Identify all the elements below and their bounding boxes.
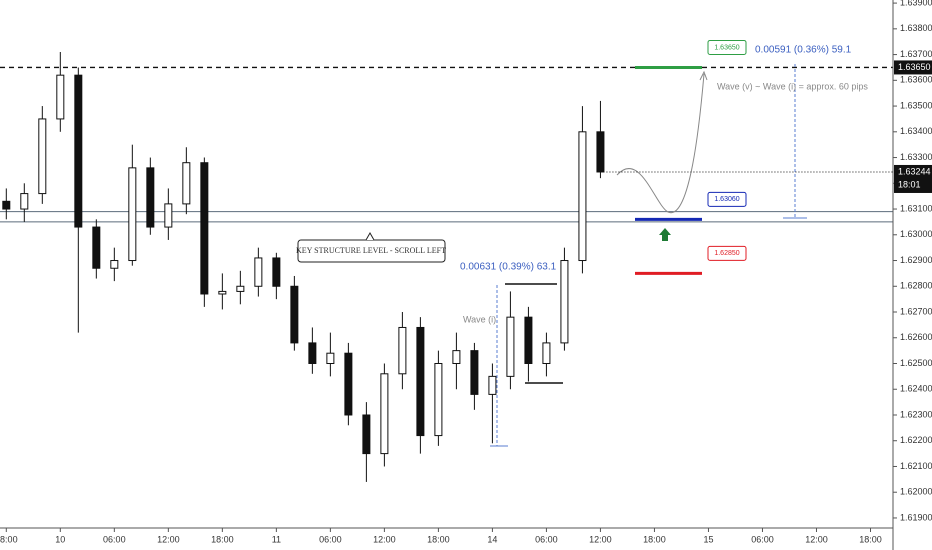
last-price-box	[894, 164, 932, 193]
candle-body	[578, 131, 587, 262]
y-tick-label: 1.63000	[900, 229, 932, 239]
measure-text: 0.00631 (0.39%) 63.1	[460, 262, 557, 273]
y-tick-label: 1.63400	[900, 126, 932, 136]
y-tick-label: 1.62800	[900, 281, 932, 291]
candle-body	[146, 167, 155, 228]
candle-body	[200, 162, 209, 295]
candle-body	[362, 414, 371, 455]
y-tick-label: 1.61900	[900, 512, 932, 522]
x-tick-label: 10	[55, 534, 65, 544]
candle-body	[218, 290, 227, 295]
x-tick-label: 12:00	[805, 534, 828, 544]
candle-body	[434, 362, 443, 437]
candle-body	[470, 350, 479, 395]
wave-label: Wave (i)	[463, 314, 496, 324]
y-tick-label: 1.62600	[900, 332, 932, 342]
plot-area	[0, 52, 893, 482]
y-tick-label: 1.63700	[900, 49, 932, 59]
x-tick-label: 06:00	[535, 534, 558, 544]
x-tick-label: 14	[487, 534, 497, 544]
price-axis-level-label: 1.63650	[898, 62, 931, 72]
candle-body	[182, 162, 191, 205]
candle-body	[344, 352, 353, 416]
x-tick-label: 18:00	[643, 534, 666, 544]
x-tick-label: 18:00	[211, 534, 234, 544]
candle-body	[290, 285, 299, 344]
last-price-label: 1.63244	[898, 166, 931, 176]
annotations: KEY STRUCTURE LEVEL - SCROLL LEFT 0.0063…	[296, 45, 868, 447]
candle-body	[326, 352, 335, 364]
candle-body	[38, 118, 47, 195]
y-tick-label: 1.62200	[900, 435, 932, 445]
y-tick-label: 1.62400	[900, 384, 932, 394]
x-tick-label: 11	[272, 534, 281, 544]
y-tick-label: 1.63900	[900, 0, 932, 7]
candle-body	[110, 260, 119, 269]
candle-body	[542, 342, 551, 364]
candle-body	[128, 167, 137, 262]
candle-body	[416, 326, 425, 437]
y-tick-label: 1.63300	[900, 152, 932, 162]
candle-body	[254, 257, 263, 287]
y-tick-label: 1.63100	[900, 203, 932, 213]
x-tick-label: 06:00	[319, 534, 342, 544]
candle-body	[272, 257, 281, 287]
y-tick-label: 1.62000	[900, 487, 932, 497]
level-label: 1.62850	[714, 250, 739, 257]
y-tick-label: 1.62900	[900, 255, 932, 265]
x-tick-label: 06:00	[103, 534, 126, 544]
candle-body	[92, 226, 101, 269]
candle-body	[236, 285, 245, 292]
candle-body	[380, 373, 389, 455]
wave-label: Wave (v) ~ Wave (i) = approx. 60 pips	[717, 81, 868, 91]
x-tick-label: 12:00	[589, 534, 612, 544]
candle-body	[488, 375, 497, 395]
x-tick-label: 18:00	[0, 534, 18, 544]
level-label: 1.63650	[714, 44, 739, 51]
y-tick-label: 1.63800	[900, 23, 932, 33]
y-tick-label: 1.62700	[900, 306, 932, 316]
level-box	[707, 191, 747, 207]
candle-body	[74, 74, 83, 228]
y-tick-label: 1.62500	[900, 358, 932, 368]
candle-body	[2, 200, 11, 210]
candle-body	[524, 316, 533, 364]
x-tick-label: 15	[703, 534, 713, 544]
y-tick-label: 1.63500	[900, 100, 932, 110]
key-level-pointer	[365, 231, 375, 241]
key-level-text: KEY STRUCTURE LEVEL - SCROLL LEFT	[296, 246, 446, 255]
candle-body	[164, 203, 173, 228]
candle-body	[452, 350, 461, 364]
candle-body	[560, 260, 569, 344]
price-axis-level-box	[894, 60, 932, 75]
x-tick-label: 12:00	[157, 534, 180, 544]
candle-body	[506, 316, 515, 377]
projection-curve	[616, 73, 705, 213]
measure-text: 0.00591 (0.36%) 59.1	[755, 45, 852, 56]
level-label: 1.63060	[714, 196, 739, 203]
y-tick-label: 1.62300	[900, 409, 932, 419]
curve-arrowhead	[699, 70, 708, 81]
x-tick-label: 18:00	[859, 534, 882, 544]
level-box	[707, 245, 747, 261]
x-tick-label: 12:00	[373, 534, 396, 544]
candle-body	[20, 193, 29, 210]
up-arrow	[659, 228, 671, 241]
candle-body	[596, 131, 605, 173]
level-box	[707, 39, 747, 55]
x-tick-label: 18:00	[427, 534, 450, 544]
candle-body	[56, 74, 65, 120]
candle-body	[398, 326, 407, 375]
y-tick-label: 1.62100	[900, 461, 932, 471]
countdown: 18:01	[898, 179, 921, 189]
y-tick-label: 1.63600	[900, 75, 932, 85]
x-tick-label: 06:00	[751, 534, 774, 544]
candle-body	[308, 342, 317, 364]
